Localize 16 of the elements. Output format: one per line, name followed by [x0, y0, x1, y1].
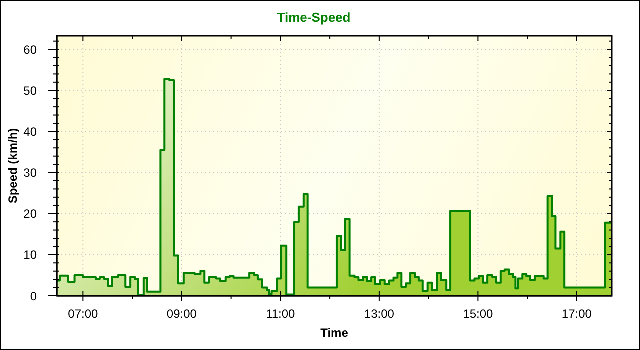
y-tick-label: 10: [24, 248, 38, 262]
y-tick-label: 60: [24, 42, 38, 57]
x-tick-label: 17:00: [562, 307, 592, 321]
y-tick-label: 40: [24, 125, 38, 140]
y-tick-label: 30: [24, 166, 38, 180]
chart-title: Time-Speed: [277, 10, 351, 25]
x-tick-label: 11:00: [266, 307, 296, 321]
x-tick-label: 07:00: [68, 307, 99, 321]
x-axis-title: Time: [320, 326, 349, 340]
y-tick-label: 50: [24, 84, 38, 98]
x-tick-label: 15:00: [463, 307, 494, 321]
x-tick-label: 13:00: [364, 307, 395, 321]
y-tick-label: 0: [30, 289, 38, 304]
y-axis-title: Speed (km/h): [6, 128, 20, 204]
y-tick-label: 20: [24, 207, 38, 222]
x-tick-label: 09:00: [166, 307, 198, 321]
